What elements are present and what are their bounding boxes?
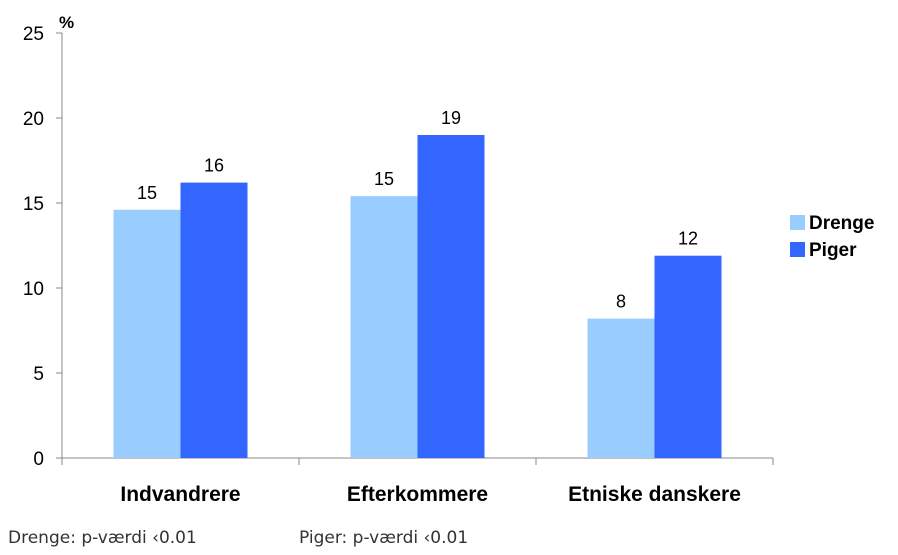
x-tick-label: Indvandrere [120, 483, 240, 506]
y-tick-label: 20 [23, 109, 44, 130]
chart-axes: 0 5 10 15 20 25% Indvandrere Efterkommere Etnisk… [23, 13, 774, 506]
x-tick-label: Efterkommere [347, 483, 488, 506]
legend-label-piger: Piger [809, 240, 857, 261]
y-tick-label: 0 [33, 449, 44, 470]
bar-piger [654, 255, 722, 458]
legend-swatch-piger [790, 242, 805, 257]
footnote-piger: Piger: p-værdi ‹0.01 [299, 528, 469, 548]
bar-piger [180, 182, 248, 458]
chart-bars [113, 135, 722, 458]
bar-drenge [113, 209, 181, 458]
legend-swatch-drenge [790, 215, 805, 230]
footnote-drenge: Drenge: p-værdi ‹0.01 [8, 528, 197, 548]
y-tick-label: 25 [23, 24, 44, 45]
x-tick-label: Etniske danskere [568, 483, 741, 506]
y-tick-label: 10 [23, 279, 44, 300]
chart-legend: Drenge Piger [790, 213, 874, 261]
bar-drenge [350, 196, 418, 458]
bar-chart: 0 5 10 15 20 25% Indvandrere Efterkommere Etnisk… [23, 13, 875, 506]
data-label: 8 [616, 292, 626, 312]
y-tick-label: 5 [33, 364, 44, 385]
chart-data-labels: 15 16 15 19 8 12 [137, 108, 698, 312]
data-label: 15 [374, 169, 394, 189]
data-label: 19 [441, 108, 461, 128]
legend-label-drenge: Drenge [809, 213, 874, 234]
data-label: 12 [678, 229, 698, 249]
bar-piger [417, 135, 485, 458]
data-label: 16 [204, 156, 224, 176]
y-axis-label: % [59, 13, 74, 32]
bar-drenge [587, 318, 655, 458]
data-label: 15 [137, 183, 157, 203]
y-tick-label: 15 [23, 194, 44, 215]
